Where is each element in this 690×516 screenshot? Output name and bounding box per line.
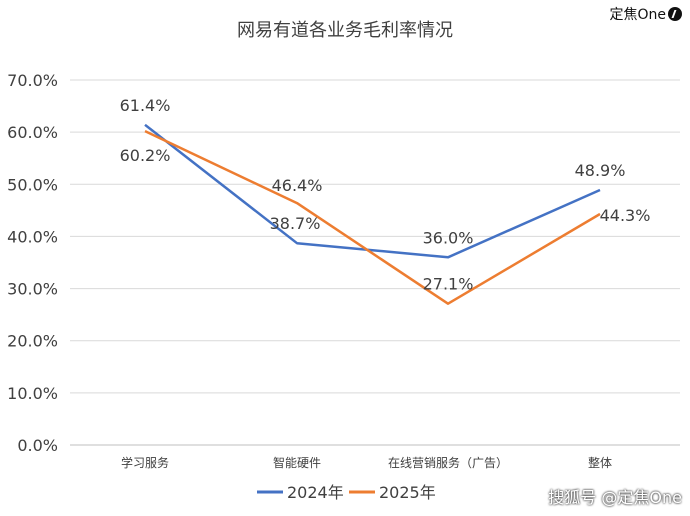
legend-label: 2025年 bbox=[379, 483, 436, 502]
series-line bbox=[144, 129, 601, 305]
x-tick-label: 智能硬件 bbox=[273, 455, 321, 470]
watermark: 搜狐号 @定焦One bbox=[548, 484, 682, 508]
y-tick-label: 10.0% bbox=[7, 384, 58, 403]
data-label: 44.3% bbox=[600, 206, 651, 225]
y-tick-label: 0.0% bbox=[17, 436, 58, 455]
x-tick-label: 学习服务 bbox=[121, 455, 169, 470]
y-tick-label: 60.0% bbox=[7, 123, 58, 142]
data-label: 27.1% bbox=[423, 275, 474, 294]
watermark-text: @定焦One bbox=[601, 488, 682, 507]
x-tick-label: 整体 bbox=[588, 455, 612, 470]
grid-lines bbox=[70, 79, 680, 446]
chart-title: 网易有道各业务毛利率情况 bbox=[237, 20, 453, 41]
x-tick-label: 在线营销服务（广告） bbox=[388, 455, 508, 470]
data-label: 46.4% bbox=[272, 176, 323, 195]
x-axis-ticks: 学习服务 智能硬件 在线营销服务（广告） 整体 bbox=[121, 455, 612, 470]
legend: 2024年 2025年 bbox=[257, 483, 436, 502]
y-tick-label: 30.0% bbox=[7, 280, 58, 299]
brand-text: 定焦One bbox=[609, 7, 666, 23]
brand-badge-icon bbox=[668, 7, 682, 21]
series-line bbox=[144, 123, 601, 259]
data-label: 61.4% bbox=[120, 96, 171, 115]
data-label: 38.7% bbox=[270, 214, 321, 233]
data-labels: 61.4% 38.7% 36.0% 48.9% 60.2% 46.4% 27.1% 44.3% bbox=[120, 96, 651, 294]
legend-label: 2024年 bbox=[287, 483, 344, 502]
watermark-platform: 搜狐号 bbox=[548, 488, 597, 507]
y-tick-label: 50.0% bbox=[7, 175, 58, 194]
data-label: 36.0% bbox=[423, 228, 474, 247]
y-tick-label: 70.0% bbox=[7, 71, 58, 90]
y-axis-ticks: 0.0% 10.0% 20.0% 30.0% 40.0% 50.0% 60.0% 70.0% bbox=[7, 71, 58, 455]
brand-logo: 定焦One bbox=[609, 4, 682, 24]
y-tick-label: 20.0% bbox=[7, 332, 58, 351]
y-tick-label: 40.0% bbox=[7, 227, 58, 246]
data-label: 48.9% bbox=[575, 161, 626, 180]
data-label: 60.2% bbox=[120, 146, 171, 165]
series-lines bbox=[144, 123, 601, 305]
